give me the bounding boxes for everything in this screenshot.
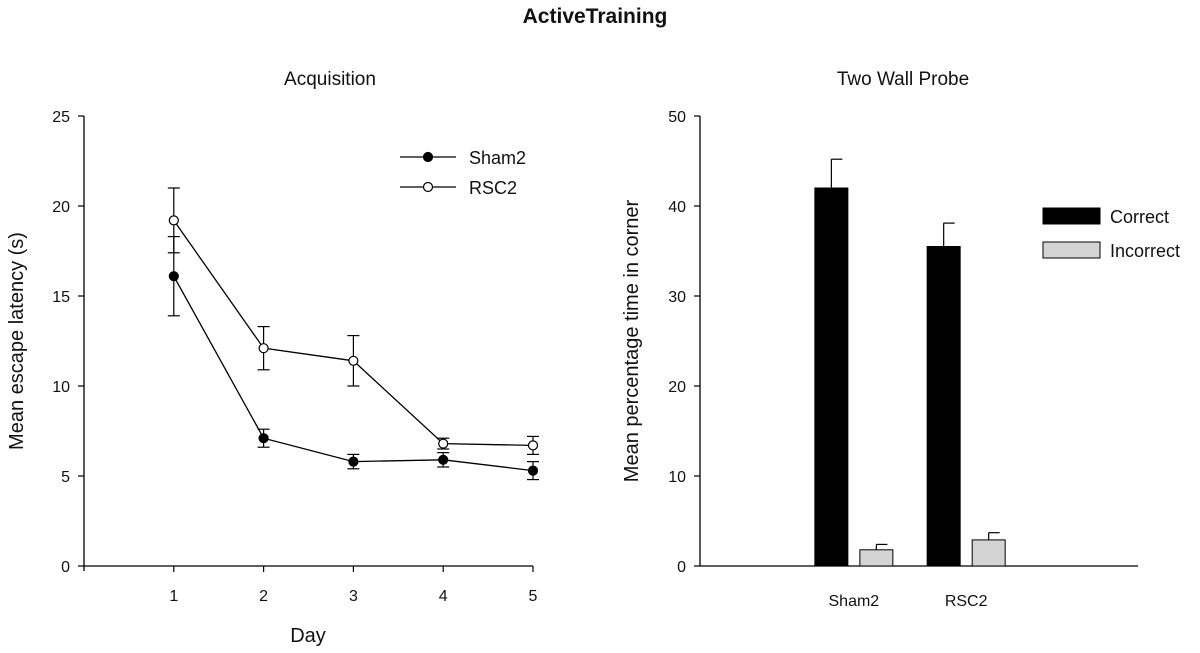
legend-swatch-correct bbox=[1042, 207, 1101, 225]
probe-title: Two Wall Probe bbox=[837, 69, 969, 90]
legend-marker-sham2 bbox=[422, 151, 434, 163]
acquisition-xlabel: Day bbox=[290, 625, 326, 647]
acquisition-y-tick-label: 15 bbox=[52, 289, 70, 306]
bar-correct bbox=[926, 246, 961, 567]
acquisition-chart: Acquisition Day Mean escape latency (s) … bbox=[6, 69, 539, 647]
acquisition-x-tick-label: 2 bbox=[259, 588, 268, 605]
bar-correct bbox=[814, 187, 849, 567]
acquisition-ylabel: Mean escape latency (s) bbox=[6, 232, 28, 450]
acquisition-legend: Sham2 RSC2 bbox=[400, 148, 526, 198]
acquisition-y-tick-label: 20 bbox=[52, 199, 70, 216]
legend-label-incorrect: Incorrect bbox=[1110, 241, 1180, 261]
probe-x-tick-label: Sham2 bbox=[829, 593, 880, 610]
probe-x-tick-label: RSC2 bbox=[945, 593, 988, 610]
data-point-rsc2 bbox=[168, 215, 179, 226]
acquisition-title: Acquisition bbox=[284, 69, 376, 90]
acquisition-x-tick-label: 3 bbox=[349, 588, 358, 605]
probe-y-tick-label: 50 bbox=[668, 109, 686, 126]
acquisition-y-tick-label: 25 bbox=[52, 109, 70, 126]
probe-y-tick-label: 40 bbox=[668, 199, 686, 216]
data-point-sham2 bbox=[348, 456, 359, 467]
data-point-rsc2 bbox=[527, 440, 539, 451]
probe-y-tick-label: 10 bbox=[668, 469, 686, 486]
acquisition-x-tick-label: 5 bbox=[529, 588, 538, 605]
data-point-rsc2 bbox=[438, 438, 449, 449]
probe-axes: 0 10 20 30 40 50 Sham2 RSC2 bbox=[668, 109, 1138, 610]
acquisition-x-tick-label: 1 bbox=[169, 588, 178, 605]
probe-y-tick-label: 30 bbox=[668, 289, 686, 306]
data-point-rsc2 bbox=[348, 355, 359, 366]
legend-label-correct: Correct bbox=[1110, 207, 1169, 227]
legend-marker-rsc2 bbox=[422, 181, 434, 193]
data-point-sham2 bbox=[527, 465, 539, 476]
data-point-rsc2 bbox=[258, 343, 269, 354]
legend-label-rsc2: RSC2 bbox=[469, 178, 517, 198]
probe-legend: Correct Incorrect bbox=[1042, 207, 1180, 261]
figure-title: ActiveTraining bbox=[523, 5, 668, 28]
legend-swatch-incorrect bbox=[1042, 241, 1101, 259]
data-point-sham2 bbox=[258, 433, 269, 444]
bar-incorrect bbox=[971, 539, 1006, 567]
probe-bars bbox=[814, 158, 1006, 567]
probe-y-tick-label: 0 bbox=[677, 559, 686, 576]
acquisition-x-tick-label: 4 bbox=[439, 588, 448, 605]
data-point-sham2 bbox=[168, 271, 179, 282]
acquisition-y-tick-label: 10 bbox=[52, 379, 70, 396]
acquisition-axes: 0 5 10 15 20 25 1 2 3 4 5 bbox=[52, 109, 537, 605]
acquisition-series bbox=[167, 187, 539, 481]
legend-label-sham2: Sham2 bbox=[469, 148, 526, 168]
probe-chart: Two Wall Probe Mean percentage time in c… bbox=[621, 69, 1180, 610]
probe-ylabel: Mean percentage time in corner bbox=[621, 199, 643, 482]
acquisition-y-tick-label: 5 bbox=[61, 469, 70, 486]
probe-y-tick-label: 20 bbox=[668, 379, 686, 396]
bar-incorrect bbox=[859, 549, 894, 567]
series-line-rsc2 bbox=[173, 220, 534, 447]
acquisition-y-tick-label: 0 bbox=[61, 559, 70, 576]
data-point-sham2 bbox=[438, 454, 449, 465]
